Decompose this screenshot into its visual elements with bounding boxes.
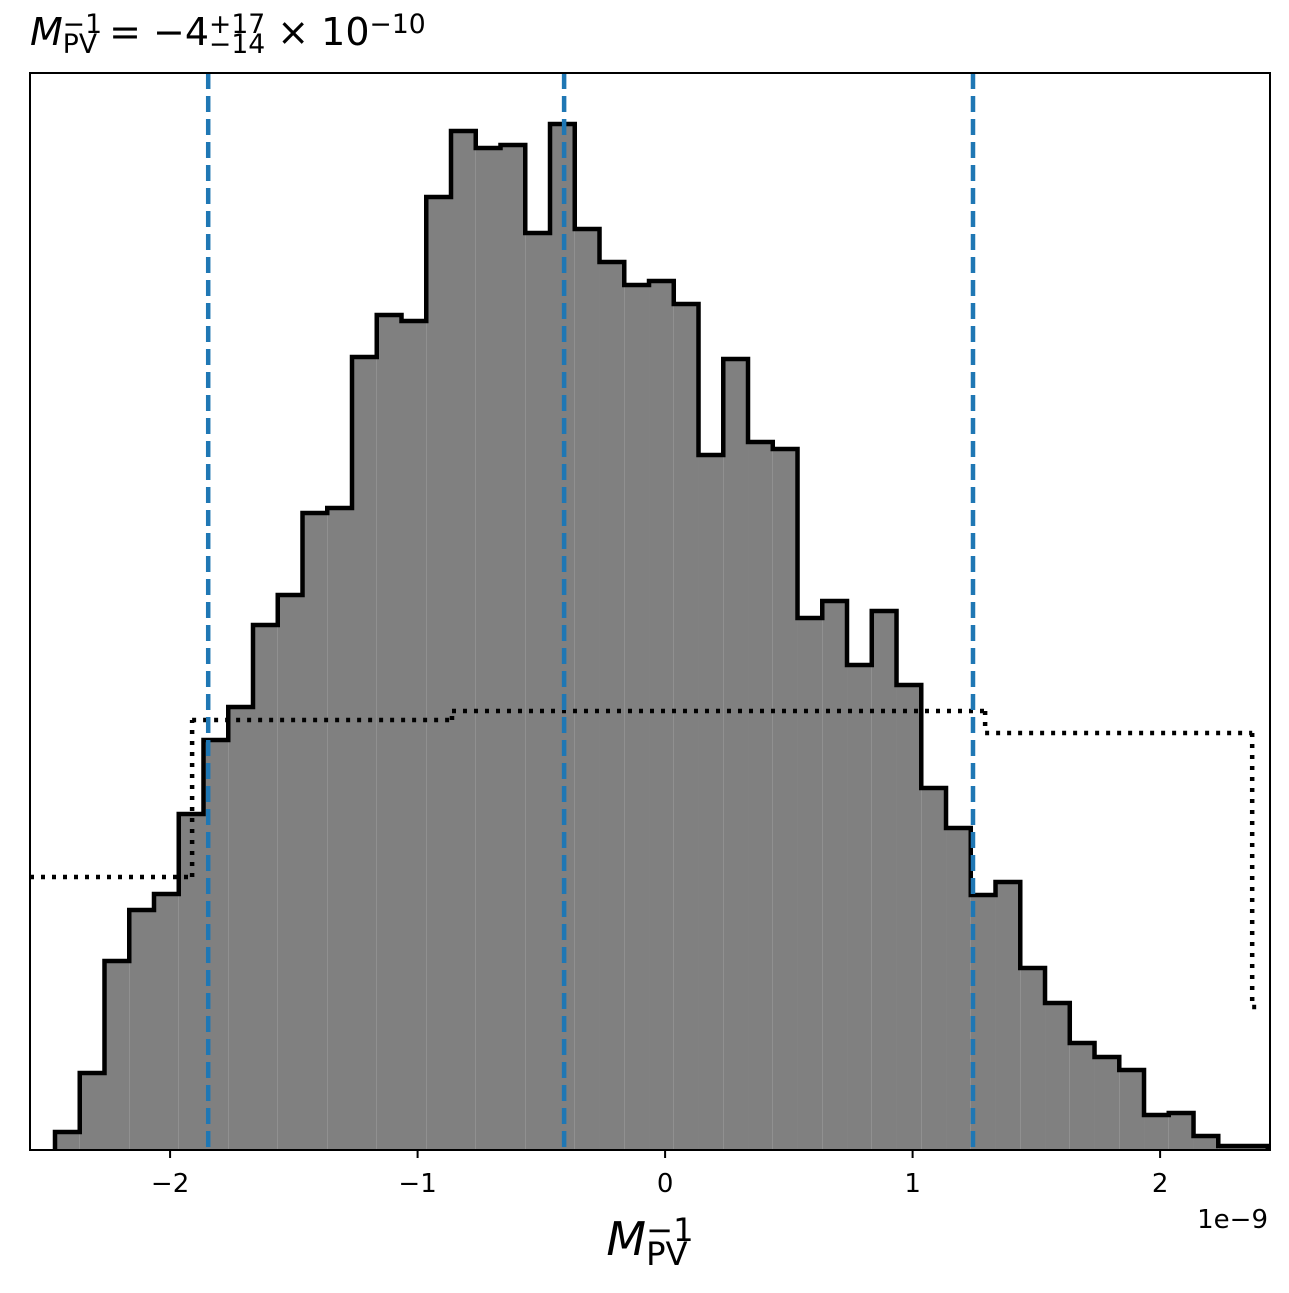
histogram-bar [698,455,724,1150]
histogram-bar [673,304,699,1150]
x-tick-label: 0 [657,1169,674,1199]
histogram-bar [1094,1057,1120,1150]
x-tick-label: 2 [1152,1169,1169,1199]
offset-label: 1e−9 [1197,1205,1268,1235]
histogram-bar [599,262,625,1150]
plot-frame [29,72,1271,1151]
label-part: = −4 [97,10,209,54]
label-part: −1 [646,1211,693,1249]
histogram-bar [327,508,353,1150]
histogram-bar [1144,1115,1169,1150]
histogram-bar [277,595,303,1150]
histogram-bar [500,145,526,1150]
label-part: +17 [209,9,265,40]
chart-title: M−1 PV = −4+17 −14 × 10−10 [30,9,426,60]
histogram-bar [1069,1043,1095,1150]
label-part: PV [63,29,97,60]
histogram-bar [995,882,1021,1150]
histogram-bar [129,910,154,1150]
histogram-bar [302,513,328,1150]
histogram-bar [574,229,600,1150]
histogram-bar [401,321,427,1150]
histogram-bar [451,131,476,1150]
histogram-bar [104,961,130,1150]
histogram-bar [946,828,971,1150]
histogram-bar [352,357,377,1150]
histogram-outline [52,121,1271,1150]
histogram-bar [772,449,798,1150]
histogram-bar [624,285,650,1150]
x-axis-label: M−1 PV [606,1211,693,1273]
histogram-bar [1193,1136,1219,1150]
histogram-bar [871,611,897,1150]
histogram-bar [822,601,848,1150]
histogram-bar [896,685,922,1150]
x-tick-label: −1 [398,1169,436,1199]
histogram-bar [525,233,551,1150]
histogram-bar [1045,1003,1070,1150]
histogram-bar [253,625,278,1150]
label-part: M [30,10,63,54]
histogram-bar [475,148,501,1150]
label-part: −14 [209,29,265,60]
label-part: −10 [370,9,426,40]
histogram-bar [723,359,749,1150]
label-part: −1 [63,9,102,40]
histogram-bar [797,618,823,1150]
label-part: × 10 [265,10,369,54]
histogram-bar [79,1073,105,1150]
x-tick-label: −2 [151,1169,189,1199]
histogram-bar [649,281,674,1150]
histogram-bar [921,788,947,1150]
histogram-bar [1119,1070,1145,1150]
histogram-bar [1020,968,1046,1150]
histogram-bar [203,740,229,1150]
histogram-bar [54,1132,80,1150]
histogram-bar [228,707,254,1150]
histogram-bar [154,894,179,1150]
histogram-bar [376,315,402,1150]
label-part: M [606,1212,646,1266]
histogram-bar [847,665,872,1150]
x-tick-label: 1 [904,1169,921,1199]
histogram-bar [1168,1113,1194,1150]
histogram-bar [748,442,773,1150]
histogram-bar [426,197,452,1150]
histogram-bar [178,814,204,1150]
label-part: PV [646,1235,687,1273]
